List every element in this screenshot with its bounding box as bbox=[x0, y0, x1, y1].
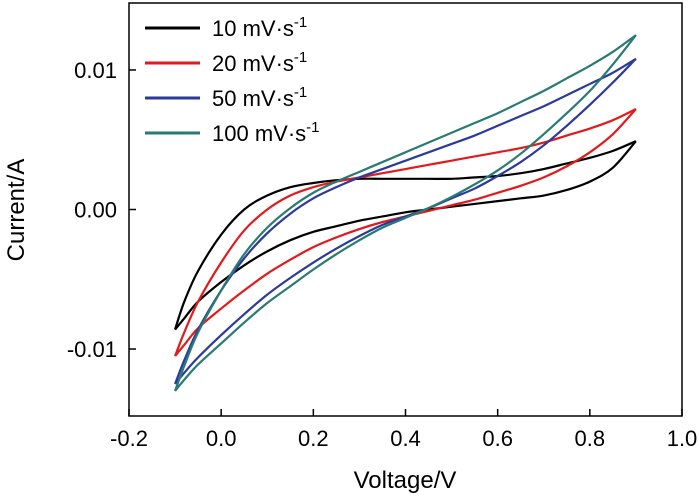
series-line-anodic bbox=[174, 140, 637, 330]
series-2 bbox=[174, 108, 637, 357]
series-line-cathodic bbox=[174, 58, 637, 385]
legend-superscript: -1 bbox=[294, 14, 307, 31]
legend-superscript: -1 bbox=[306, 119, 319, 136]
x-tick-label: -0.2 bbox=[110, 426, 148, 451]
y-tick-label: -0.01 bbox=[67, 337, 117, 362]
series-line-cathodic bbox=[174, 108, 637, 357]
x-tick-label: 0.4 bbox=[390, 426, 421, 451]
x-tick-label: 1.0 bbox=[667, 426, 698, 451]
series-line-cathodic bbox=[174, 34, 637, 392]
x-tick-label: 0.0 bbox=[206, 426, 237, 451]
tick-labels: -0.2 0.0 0.2 0.4 0.6 0.8 1.0 -0.01 0.00 0.01 bbox=[67, 58, 697, 451]
y-tick-label: 0.00 bbox=[74, 198, 117, 223]
tick-marks bbox=[128, 69, 683, 416]
x-axis-title: Voltage/V bbox=[354, 467, 457, 494]
legend-label: 10 mV·s-1 bbox=[212, 14, 307, 41]
legend-superscript: -1 bbox=[294, 84, 307, 101]
legend-label: 50 mV·s-1 bbox=[212, 84, 307, 111]
series-layer bbox=[174, 34, 637, 392]
y-axis-title: Current/A bbox=[3, 159, 30, 262]
legend-label: 100 mV·s-1 bbox=[212, 119, 320, 146]
series-line-anodic bbox=[174, 34, 637, 392]
series-line-anodic bbox=[174, 108, 637, 357]
x-tick-label: 0.2 bbox=[298, 426, 329, 451]
series-4 bbox=[174, 34, 637, 392]
legend-label: 20 mV·s-1 bbox=[212, 49, 307, 76]
x-tick-label: 0.6 bbox=[482, 426, 513, 451]
legend-superscript: -1 bbox=[294, 49, 307, 66]
series-3 bbox=[174, 57, 637, 385]
legend: 10 mV·s-1 20 mV·s-1 50 mV·s-1 100 mV·s-1 bbox=[145, 14, 320, 146]
x-tick-label: 0.8 bbox=[575, 426, 606, 451]
series-line-anodic bbox=[174, 57, 637, 385]
y-tick-label: 0.01 bbox=[74, 58, 117, 83]
